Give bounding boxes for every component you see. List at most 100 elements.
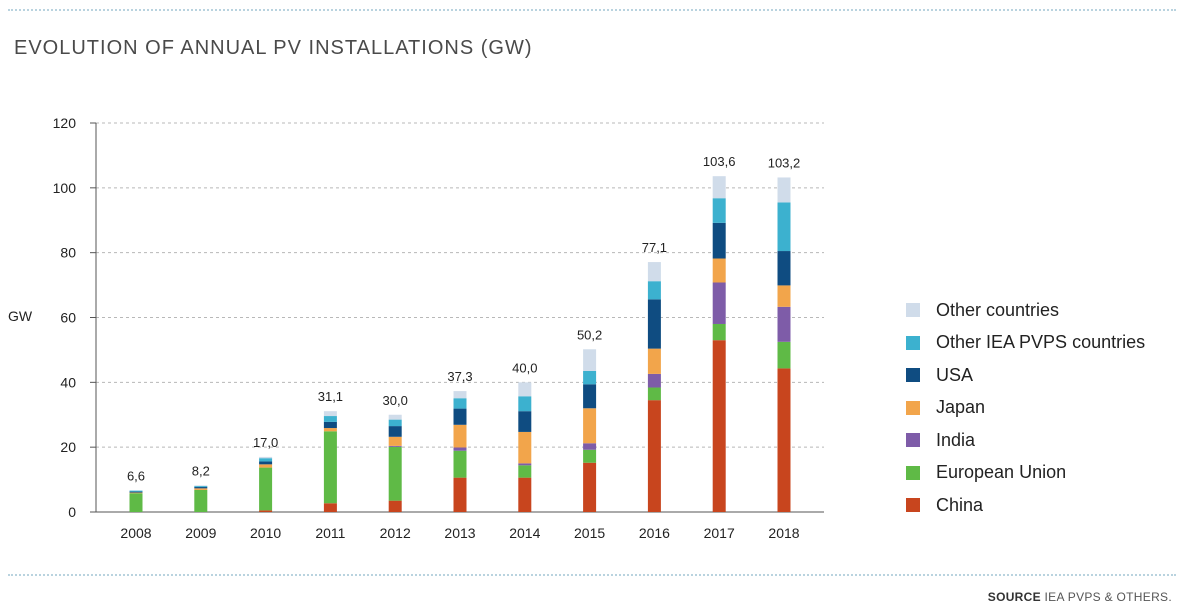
source-note: SOURCE IEA PVPS & OTHERS. bbox=[988, 590, 1172, 604]
legend-item-other-countries: Other countries bbox=[906, 294, 1145, 327]
y-axis-label: GW bbox=[8, 308, 33, 324]
bar-segment bbox=[712, 176, 726, 199]
bar-segment bbox=[388, 419, 402, 427]
bar-segment bbox=[647, 281, 661, 300]
bar-segment bbox=[777, 285, 791, 307]
bar-segment bbox=[194, 485, 208, 487]
bar-segment bbox=[323, 428, 337, 432]
total-label: 40,0 bbox=[512, 360, 537, 375]
x-tick-label: 2015 bbox=[574, 525, 605, 541]
bar-segment bbox=[647, 348, 661, 374]
total-label: 17,0 bbox=[253, 435, 278, 450]
x-tick-label: 2010 bbox=[250, 525, 281, 541]
bar-segment bbox=[259, 458, 273, 462]
bar-segment bbox=[712, 222, 726, 259]
bar-segment bbox=[259, 464, 273, 468]
bar-segment bbox=[388, 445, 402, 447]
bar-segment bbox=[323, 421, 337, 429]
legend-swatch bbox=[906, 368, 920, 383]
legend-swatch bbox=[906, 400, 920, 415]
bar-segment bbox=[194, 488, 208, 490]
x-tick-label: 2013 bbox=[444, 525, 475, 541]
legend-item-other-iea-pvps: Other IEA PVPS countries bbox=[906, 327, 1145, 360]
bar-segment bbox=[129, 490, 143, 492]
bar-segment bbox=[777, 341, 791, 369]
legend-swatch bbox=[906, 465, 920, 480]
legend: Other countries Other IEA PVPS countries… bbox=[906, 294, 1145, 522]
legend-label: China bbox=[936, 494, 984, 515]
bar-segment bbox=[453, 391, 467, 399]
bar-segment bbox=[712, 258, 726, 283]
legend-item-india: India bbox=[906, 424, 1145, 457]
y-tick-label: 120 bbox=[53, 115, 77, 131]
bar-segment bbox=[388, 436, 402, 446]
legend-label: USA bbox=[936, 364, 974, 385]
bar-segment bbox=[323, 503, 337, 512]
bar-segment bbox=[323, 416, 337, 422]
bar-segment bbox=[453, 424, 467, 448]
bar-segment bbox=[194, 486, 208, 488]
bar-segment bbox=[518, 411, 532, 432]
bar-segment bbox=[583, 462, 597, 512]
bar-segment bbox=[388, 500, 402, 512]
bar-segment bbox=[453, 398, 467, 409]
legend-item-japan: Japan bbox=[906, 392, 1145, 425]
x-tick-label: 2017 bbox=[704, 525, 735, 541]
bar-segment bbox=[777, 177, 791, 203]
total-label: 6,6 bbox=[127, 469, 145, 484]
bar-segment bbox=[777, 306, 791, 342]
source-text: IEA PVPS & OTHERS. bbox=[1044, 590, 1172, 604]
bar-segment bbox=[453, 447, 467, 451]
bar-segment bbox=[453, 408, 467, 425]
x-tick-label: 2011 bbox=[315, 525, 345, 541]
bar-segment bbox=[583, 349, 597, 371]
x-tick-label: 2009 bbox=[185, 525, 216, 541]
chart-title: EVOLUTION OF ANNUAL PV INSTALLATIONS (GW… bbox=[14, 37, 533, 59]
y-tick-label: 100 bbox=[53, 180, 77, 196]
x-tick-label: 2014 bbox=[509, 525, 540, 541]
total-label: 30,0 bbox=[383, 393, 408, 408]
x-tick-label: 2012 bbox=[380, 525, 411, 541]
bar-segment bbox=[647, 262, 661, 282]
bar-segment bbox=[583, 443, 597, 450]
bar-segment bbox=[647, 299, 661, 349]
bar-segment bbox=[388, 426, 402, 437]
bar-segment bbox=[388, 446, 402, 501]
bar-segment bbox=[259, 467, 273, 511]
bar-segment bbox=[194, 489, 208, 512]
legend-swatch bbox=[906, 335, 920, 350]
bar-segment bbox=[712, 340, 726, 512]
bar-segment bbox=[323, 411, 337, 417]
total-label: 31,1 bbox=[318, 389, 343, 404]
bar-segment bbox=[777, 368, 791, 512]
legend-label: Japan bbox=[936, 397, 986, 418]
bar-segment bbox=[583, 370, 597, 385]
legend-label: Other countries bbox=[936, 299, 1060, 320]
bar-segment bbox=[583, 384, 597, 409]
bar-segment bbox=[453, 450, 467, 478]
legend-label: Other IEA PVPS countries bbox=[936, 332, 1146, 353]
bar-segment bbox=[518, 431, 532, 464]
legend-label: European Union bbox=[936, 462, 1067, 483]
bar-segment bbox=[647, 400, 661, 512]
bar-segment bbox=[129, 491, 143, 493]
bar-segment bbox=[518, 396, 532, 412]
bar-segment bbox=[518, 382, 532, 397]
bar-segment bbox=[323, 431, 337, 504]
bottom-dotted-rule bbox=[8, 574, 1176, 576]
total-label: 8,2 bbox=[192, 463, 210, 478]
legend-swatch bbox=[906, 498, 920, 513]
total-label: 77,1 bbox=[642, 240, 667, 255]
bar-segment bbox=[388, 414, 402, 420]
legend-item-china: China bbox=[906, 489, 1145, 522]
bar-segment bbox=[518, 477, 532, 512]
top-dotted-rule bbox=[8, 9, 1176, 11]
bar-segment bbox=[453, 477, 467, 512]
y-tick-label: 80 bbox=[60, 245, 76, 261]
y-tick-label: 40 bbox=[60, 374, 76, 390]
bar-segment bbox=[647, 387, 661, 401]
legend-swatch bbox=[906, 433, 920, 448]
bar-segment bbox=[777, 251, 791, 286]
total-label: 50,2 bbox=[577, 327, 602, 342]
